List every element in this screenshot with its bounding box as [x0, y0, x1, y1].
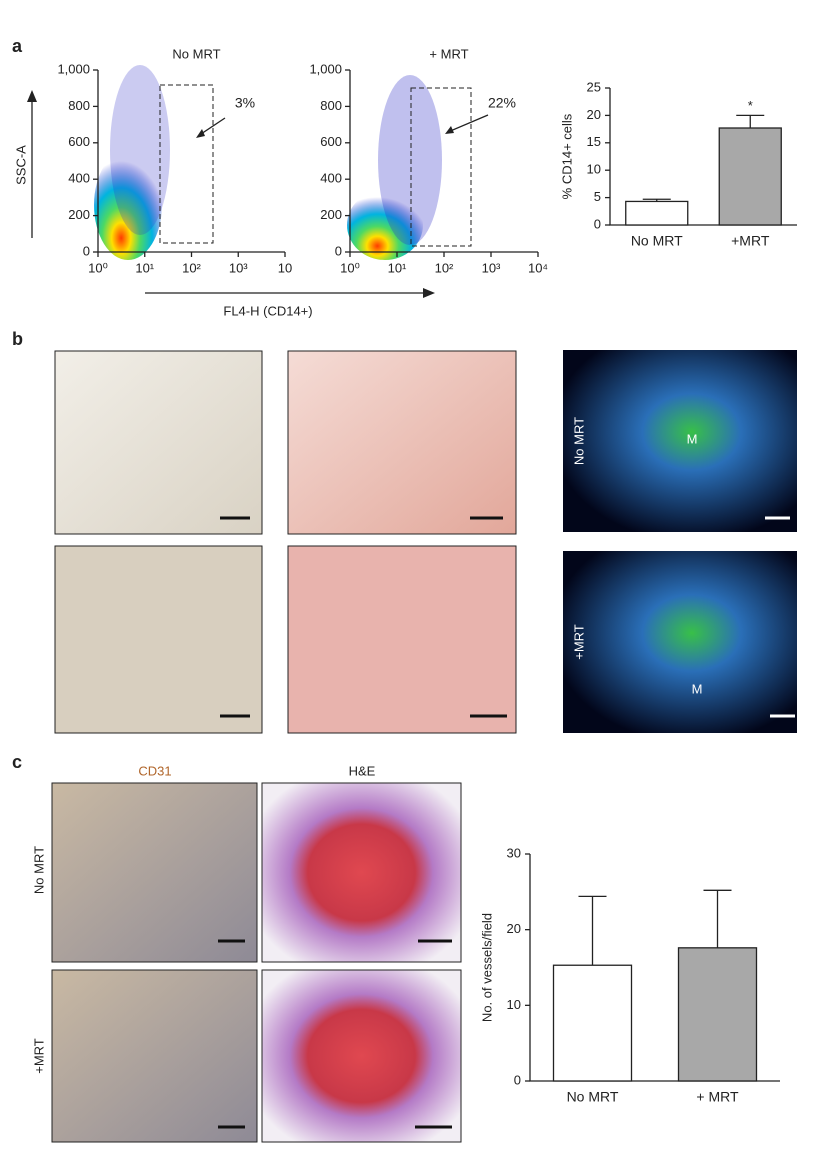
- y-tick-label: 600: [320, 134, 342, 149]
- gate: [159, 84, 214, 244]
- y-tick-label: 30: [507, 845, 521, 860]
- x-tick-label: 10²: [435, 260, 454, 275]
- y-tick-label: 10: [507, 997, 521, 1012]
- gate: [410, 87, 472, 247]
- micrograph: [54, 545, 263, 734]
- y-tick-label: 10: [587, 162, 601, 177]
- density-cloud: [378, 75, 442, 245]
- y-axis-label: % CD14+ cells: [559, 113, 574, 199]
- micrographs: [51, 350, 797, 1143]
- x-tick-label: + MRT: [696, 1089, 739, 1105]
- marker-label: M: [687, 431, 698, 446]
- micrograph: [51, 969, 258, 1143]
- flow-xlabel: FL4-H (CD14+): [223, 303, 312, 318]
- panel-letter: a: [12, 36, 23, 56]
- y-tick-label: 0: [335, 243, 342, 258]
- micrograph: [54, 350, 263, 535]
- x-tick-label: 10⁴: [528, 260, 548, 275]
- y-tick-label: 0: [514, 1072, 521, 1087]
- y-tick-label: 1,000: [57, 61, 90, 76]
- bar: [552, 964, 633, 1082]
- column-label: H&E: [349, 763, 376, 778]
- y-tick-label: 20: [507, 921, 521, 936]
- micrograph: [287, 545, 517, 734]
- x-tick-label: 10³: [482, 260, 501, 275]
- y-tick-label: 5: [594, 189, 601, 204]
- y-tick-label: 400: [68, 171, 90, 186]
- density-cloud: [110, 65, 170, 235]
- arrow-head: [445, 126, 454, 134]
- micrograph: [261, 782, 462, 963]
- bar: [718, 127, 782, 226]
- x-tick-label: No MRT: [631, 233, 683, 249]
- gate-percent: 22%: [488, 95, 516, 111]
- error-bar: [703, 889, 732, 948]
- x-tick-label: 10¹: [135, 260, 154, 275]
- panel-letter: b: [12, 329, 23, 349]
- y-tick-label: 400: [320, 171, 342, 186]
- density-cloud: [347, 190, 423, 260]
- x-tick-label: 10³: [229, 260, 248, 275]
- arrow-head: [423, 288, 435, 298]
- plot-title: + MRT: [429, 46, 468, 61]
- x-tick-label: 10²: [182, 260, 201, 275]
- x-tick-label: 10: [278, 260, 292, 275]
- density-cloud: [94, 150, 162, 260]
- y-tick-label: 20: [587, 107, 601, 122]
- x-tick-label: +MRT: [731, 233, 770, 249]
- micrograph: [51, 782, 258, 963]
- arrow-head: [196, 129, 205, 138]
- y-tick-label: 800: [68, 98, 90, 113]
- bar: [625, 200, 689, 226]
- y-tick-label: 25: [587, 79, 601, 94]
- bar: [677, 947, 758, 1082]
- flow-layout: [27, 65, 489, 298]
- micrograph: [287, 350, 517, 535]
- y-tick-label: 600: [68, 134, 90, 149]
- y-tick-label: 1,000: [309, 61, 342, 76]
- row-label: +MRT: [571, 624, 586, 660]
- marker-label: M: [692, 681, 703, 696]
- row-label: No MRT: [31, 846, 46, 894]
- y-tick-label: 0: [594, 216, 601, 231]
- row-label: No MRT: [571, 417, 586, 465]
- y-tick-label: 200: [320, 207, 342, 222]
- micrograph: [563, 551, 797, 733]
- error-bar: [578, 895, 607, 966]
- error-bar: [642, 198, 671, 202]
- flow-ylabel: SSC-A: [13, 145, 28, 185]
- x-tick-label: No MRT: [567, 1089, 619, 1105]
- arrow-head: [27, 90, 37, 102]
- x-tick-label: 10¹: [388, 260, 407, 275]
- y-tick-label: 800: [320, 98, 342, 113]
- y-tick-label: 200: [68, 207, 90, 222]
- plot-title: No MRT: [172, 46, 220, 61]
- panel-letter: c: [12, 752, 22, 772]
- error-bar: [736, 114, 765, 129]
- micrograph: [261, 969, 462, 1143]
- x-tick-label: 10⁰: [88, 260, 108, 275]
- micrograph: [563, 350, 797, 532]
- arrow: [447, 114, 489, 133]
- y-axis-label: No. of vessels/field: [479, 913, 494, 1022]
- y-tick-label: 0: [83, 243, 90, 258]
- x-tick-label: 10⁰: [340, 260, 360, 275]
- annotation: *: [748, 98, 753, 113]
- row-label: +MRT: [31, 1038, 46, 1074]
- column-label: CD31: [138, 763, 171, 778]
- scale-bars: [218, 516, 795, 1129]
- gate-percent: 3%: [235, 95, 255, 111]
- y-tick-label: 15: [587, 134, 601, 149]
